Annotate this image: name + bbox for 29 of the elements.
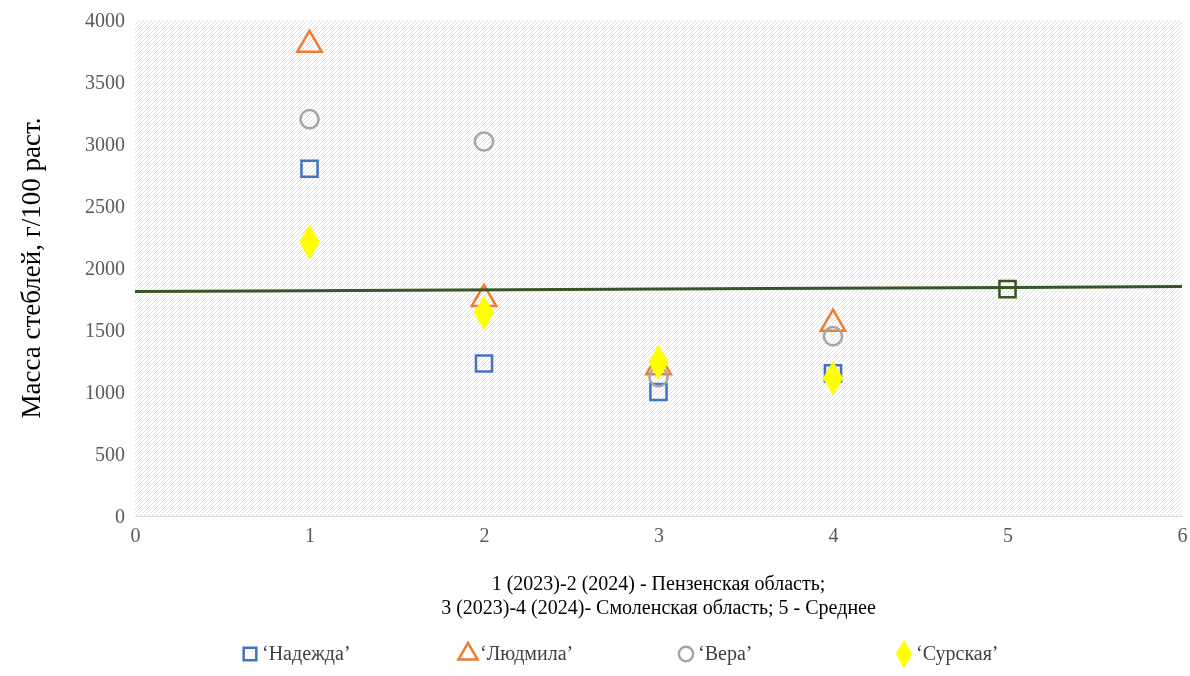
y-tick-label: 0: [115, 504, 125, 527]
point: [300, 159, 319, 179]
x-tick-label: 2: [479, 524, 490, 547]
point: [299, 108, 320, 130]
x-axis-title: 1 (2023)-2 (2024) - Пензенская область; 3 (2023)-4 (2024)- Смоленская область; 5 - Среднее: [441, 572, 876, 619]
point: [998, 279, 1017, 299]
x-tick-label: 0: [130, 524, 141, 547]
legend-label: ‘Людмила’: [480, 642, 574, 665]
x-tick-label: 6: [1177, 524, 1188, 547]
legend-label: ‘Надежда’: [262, 642, 351, 665]
y-tick-label: 2000: [85, 256, 125, 279]
point: [473, 131, 495, 152]
y-tick-label: 2500: [85, 194, 125, 217]
y-tick-label: 4000: [85, 8, 125, 31]
y-tick-label: 500: [95, 442, 125, 465]
y-tick-label: 1500: [85, 318, 125, 341]
y-tick-label: 3000: [85, 132, 125, 155]
x-tick-label: 1: [305, 524, 315, 547]
legend-label: ‘Сурская’: [916, 642, 999, 665]
x-tick-label: 3: [654, 524, 664, 547]
x-tick-label: 4: [828, 524, 839, 547]
legend-label: ‘Вера’: [698, 642, 753, 665]
y-tick-label: 3500: [85, 70, 125, 93]
point: [649, 382, 668, 402]
y-axis-title: Масса стеблей, г/100 раст.: [16, 117, 46, 419]
point: [474, 354, 494, 373]
point: [822, 325, 844, 347]
x-tick-label: 5: [1003, 524, 1013, 547]
y-tick-label: 1000: [85, 380, 125, 403]
